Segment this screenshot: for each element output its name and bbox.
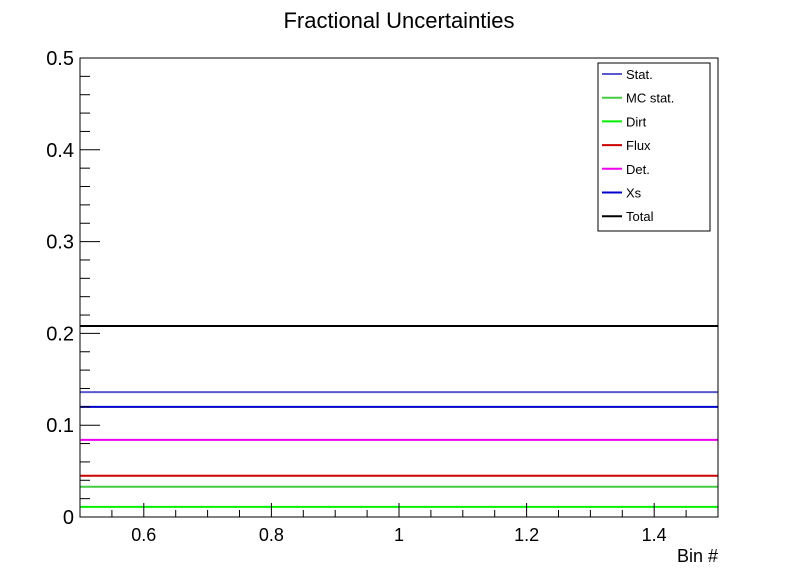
x-tick-label: 1.2 xyxy=(514,525,539,545)
y-tick-label: 0.2 xyxy=(46,323,74,345)
legend-box xyxy=(597,62,711,232)
y-tick-label: 0.1 xyxy=(46,415,74,437)
x-tick-label: 0.8 xyxy=(259,525,284,545)
y-tick-label: 0 xyxy=(63,507,74,529)
legend-label-1: MC stat. xyxy=(626,91,674,106)
legend-label-3: Flux xyxy=(626,138,651,153)
x-axis-label: Bin # xyxy=(677,546,718,566)
axes: 0.6 0.8 1 1.2 1.4 0 0.1 0.2 0.3 0.4 0.5 xyxy=(46,48,719,545)
legend-label-2: Dirt xyxy=(626,114,647,129)
legend-label-4: Det. xyxy=(626,162,650,177)
x-tick-label: 1 xyxy=(394,525,404,545)
legend: Stat. MC stat. Dirt Flux Det. Xs Total xyxy=(597,62,711,232)
y-tick-label: 0.4 xyxy=(46,140,74,162)
y-tick-label: 0.5 xyxy=(46,48,74,70)
legend-label-6: Total xyxy=(626,209,654,224)
y-tick-label: 0.3 xyxy=(46,232,74,254)
x-tick-label: 0.6 xyxy=(131,525,156,545)
legend-label-5: Xs xyxy=(626,186,642,201)
chart-title: Fractional Uncertainties xyxy=(283,8,514,33)
legend-label-0: Stat. xyxy=(626,67,653,82)
x-tick-label: 1.4 xyxy=(642,525,667,545)
